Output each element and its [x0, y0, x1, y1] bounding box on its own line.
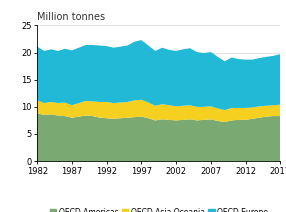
- Legend: OECD Americas, OECD Asia Oceania, OECD Europe: OECD Americas, OECD Asia Oceania, OECD E…: [47, 205, 271, 212]
- Text: Million tonnes: Million tonnes: [37, 12, 105, 22]
